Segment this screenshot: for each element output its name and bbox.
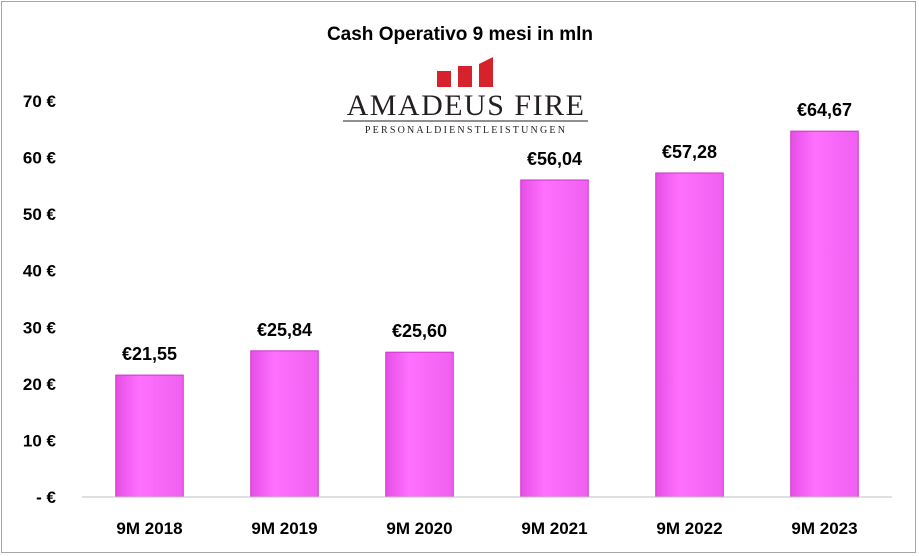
x-tick-label: 9M 2019 — [251, 519, 317, 538]
x-tick-label: 9M 2018 — [116, 519, 182, 538]
bar — [655, 172, 724, 498]
bars — [115, 130, 859, 498]
x-tick-label: 9M 2023 — [791, 519, 857, 538]
y-tick-label: 40 € — [23, 262, 57, 281]
bar — [115, 374, 184, 498]
y-tick-label: 20 € — [23, 375, 57, 394]
logo-name: AMADEUS FIRE — [347, 89, 586, 122]
chart-title: Cash Operativo 9 mesi in mln — [327, 24, 593, 45]
x-tick-label: 9M 2022 — [656, 519, 722, 538]
y-tick-label: 70 € — [23, 92, 57, 111]
company-logo: AMADEUS FIRE PERSONALDIENSTLEISTUNGEN — [343, 57, 588, 136]
x-axis: 9M 2018 9M 2019 9M 2020 9M 2021 9M 2022 9M 20… — [82, 496, 892, 538]
data-label: €56,04 — [527, 149, 582, 169]
y-tick-label: 50 € — [23, 205, 57, 224]
data-label: €25,84 — [257, 320, 312, 340]
x-tick-label: 9M 2020 — [386, 519, 452, 538]
bar — [790, 130, 859, 498]
data-label: €25,60 — [392, 321, 447, 341]
y-tick-label: 30 € — [23, 318, 57, 337]
logo-mark-bar-2 — [458, 66, 472, 87]
x-tick-label: 9M 2021 — [521, 519, 587, 538]
y-tick-label: 10 € — [23, 431, 57, 450]
bar — [385, 351, 454, 498]
y-axis: - € 10 € 20 € 30 € 40 € 50 € 60 € 70 € — [23, 92, 57, 507]
data-label: €21,55 — [122, 344, 177, 364]
y-tick-label: - € — [36, 488, 56, 507]
bar — [250, 350, 319, 498]
data-labels: €21,55 €25,84 €25,60 €56,04 €57,28 €64,67 — [122, 100, 852, 364]
logo-tagline: PERSONALDIENSTLEISTUNGEN — [365, 125, 567, 136]
data-label: €64,67 — [797, 100, 852, 120]
bar — [520, 179, 589, 498]
y-tick-label: 60 € — [23, 149, 57, 168]
logo-mark-bar-3 — [479, 57, 493, 87]
logo-mark-bar-1 — [437, 71, 451, 87]
data-label: €57,28 — [662, 142, 717, 162]
